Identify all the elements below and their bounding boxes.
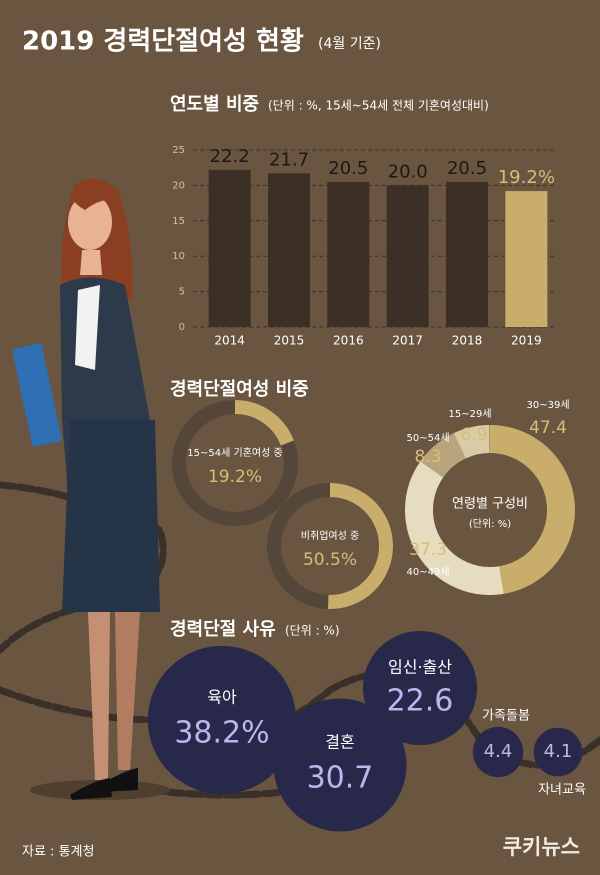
value-label: 47.4 xyxy=(529,418,567,438)
value-label: 22.6 xyxy=(387,684,454,719)
value-label: 8.3 xyxy=(414,447,441,467)
value-label: 4.4 xyxy=(484,741,513,762)
donut-arc xyxy=(234,400,294,446)
x-tick-label: 2014 xyxy=(214,334,245,348)
logo: 쿠키뉴스 xyxy=(503,835,580,859)
chart-subtitle: (단위 : %) xyxy=(285,624,340,638)
ring-segment xyxy=(405,461,504,595)
value-label: 38.2% xyxy=(174,716,269,751)
value-label: 50.5% xyxy=(303,550,357,570)
chart-title: 경력단절여성 비중 xyxy=(170,379,309,400)
bubble xyxy=(273,698,407,832)
value-label: 20.0 xyxy=(388,161,428,182)
bar xyxy=(386,185,429,327)
bubble-label: 결혼 xyxy=(325,733,354,752)
donut-label: 15~54세 기혼여성 중 xyxy=(187,446,282,459)
segment-label: 50~54세 xyxy=(406,432,449,444)
face xyxy=(68,194,112,250)
ring-subtitle: (단위: %) xyxy=(469,517,511,530)
bubble-label: 가족돌봄 xyxy=(482,709,530,724)
ring-title: 연령별 구성비 xyxy=(452,497,528,512)
woman-illustration xyxy=(12,178,170,800)
value-label: 20.5 xyxy=(328,158,368,179)
bar xyxy=(505,191,548,327)
y-tick-label: 5 xyxy=(179,287,185,298)
bubble xyxy=(147,645,297,795)
value-label: 30.7 xyxy=(307,761,374,796)
x-tick-label: 2017 xyxy=(392,334,423,348)
value-label: 21.7 xyxy=(269,149,309,170)
value-label: 19.2% xyxy=(208,467,262,487)
y-tick-label: 10 xyxy=(172,251,185,262)
folder xyxy=(12,343,62,447)
value-label: 19.2% xyxy=(498,167,555,188)
value-label: 22.2 xyxy=(210,146,250,167)
value-label: 37.3 xyxy=(409,540,447,560)
bubble xyxy=(362,630,478,746)
y-tick-label: 20 xyxy=(172,180,185,191)
segment-label: 30~39세 xyxy=(526,399,569,411)
bubble-label: 육아 xyxy=(207,688,237,707)
y-tick-label: 0 xyxy=(179,322,185,333)
donut-arc xyxy=(328,483,393,609)
x-tick-label: 2015 xyxy=(274,334,305,348)
x-tick-label: 2018 xyxy=(452,334,483,348)
bangs xyxy=(70,186,115,210)
ring-segment xyxy=(489,425,575,594)
chart-subtitle: (단위 : %, 15세~54세 전체 기혼여성대비) xyxy=(268,99,489,113)
x-tick-label: 2019 xyxy=(511,334,542,348)
chart-title: 연도별 비중 xyxy=(170,94,259,115)
y-tick-label: 25 xyxy=(172,145,185,156)
skirt xyxy=(62,420,160,612)
bar xyxy=(208,169,251,327)
x-tick-label: 2016 xyxy=(333,334,364,348)
y-tick-label: 15 xyxy=(172,216,185,227)
page-title: 2019 경력단절여성 현황 xyxy=(22,27,304,57)
ring-segment xyxy=(420,433,467,478)
title-note: (4월 기준) xyxy=(318,36,381,52)
segment-label: 40~49세 xyxy=(406,566,449,578)
shoe xyxy=(100,768,138,792)
donut-label: 비취업여성 중 xyxy=(301,529,359,542)
bubble xyxy=(533,727,583,777)
source: 자료 : 통계청 xyxy=(22,845,94,860)
bar xyxy=(446,181,488,327)
neck xyxy=(80,250,102,275)
value-label: 4.1 xyxy=(544,741,573,762)
bar xyxy=(327,181,370,327)
value-label: 20.5 xyxy=(447,158,487,179)
bubble-label: 임신·출산 xyxy=(388,658,452,677)
bar xyxy=(268,173,310,327)
chart-title: 경력단절 사유 xyxy=(170,619,276,640)
leg xyxy=(88,612,110,780)
leg xyxy=(115,612,140,770)
segment-label: 15~29세 xyxy=(448,408,491,420)
value-label: 6.9 xyxy=(460,425,487,445)
shirt xyxy=(75,285,100,370)
shoe xyxy=(70,778,112,800)
bubble-label: 자녀교육 xyxy=(538,783,586,798)
ring-segment xyxy=(453,425,491,459)
bubble xyxy=(472,726,524,778)
